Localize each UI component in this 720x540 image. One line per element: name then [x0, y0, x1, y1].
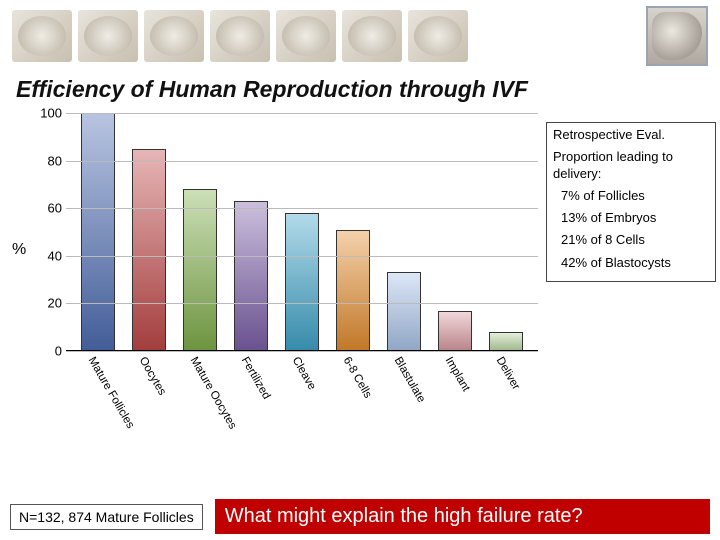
x-tick-label: Mature Oocytes — [187, 355, 238, 431]
sidebox-heading: Retrospective Eval. — [553, 127, 709, 143]
plot-area: Mature Follicles Oocytes Mature Oocytes Fer… — [66, 113, 538, 351]
embryo-stage-image — [144, 10, 204, 62]
embryo-stage-image — [342, 10, 402, 62]
sidebox-line: 13% of Embryos — [553, 210, 709, 226]
grid-line — [66, 351, 538, 352]
bar: Implant — [438, 311, 472, 351]
sidebox-subheading: Proportion leading to delivery: — [553, 149, 709, 182]
page-title: Efficiency of Human Reproduction through… — [0, 72, 720, 105]
embryo-stage-image — [78, 10, 138, 62]
footer: N=132, 874 Mature Follicles What might e… — [10, 499, 710, 534]
bar: Oocytes — [132, 149, 166, 351]
embryo-stage-image — [408, 10, 468, 62]
embryo-stage-image — [276, 10, 336, 62]
grid-line — [66, 113, 538, 114]
bar: Deliver — [489, 332, 523, 351]
embryo-stage-image — [12, 10, 72, 62]
sample-size-note: N=132, 874 Mature Follicles — [10, 504, 203, 530]
x-tick-label: Cleave — [290, 355, 318, 392]
question-callout: What might explain the high failure rate… — [215, 499, 710, 534]
retrospective-eval-box: Retrospective Eval. Proportion leading t… — [546, 122, 716, 282]
sidebox-line: 42% of Blastocysts — [553, 255, 709, 271]
bar: Blastulate — [387, 272, 421, 351]
header-images — [0, 0, 720, 72]
x-tick-label: Oocytes — [136, 355, 167, 398]
embryo-detail-image — [646, 6, 708, 66]
x-tick-label: Deliver — [494, 355, 522, 392]
grid-line — [66, 208, 538, 209]
x-tick-label: Fertilized — [238, 355, 272, 401]
sidebox-line: 21% of 8 Cells — [553, 232, 709, 248]
embryo-stage-image — [210, 10, 270, 62]
grid-line — [66, 256, 538, 257]
x-tick-label: Blastulate — [392, 355, 428, 405]
bars-container: Mature Follicles Oocytes Mature Oocytes Fer… — [66, 113, 538, 351]
y-tick-label: 20 — [32, 296, 62, 311]
grid-line — [66, 161, 538, 162]
y-tick-label: 0 — [32, 344, 62, 359]
x-tick-label: Implant — [443, 355, 472, 394]
bar: 6-8 Cells — [336, 230, 370, 351]
bar: Mature Follicles — [81, 113, 115, 351]
x-tick-label: Mature Follicles — [85, 355, 136, 431]
grid-line — [66, 303, 538, 304]
sidebox-line: 7% of Follicles — [553, 188, 709, 204]
bar: Mature Oocytes — [183, 189, 217, 351]
efficiency-bar-chart: % Mature FolliclesOocytesMature OocytesF… — [26, 105, 546, 395]
y-tick-label: 60 — [32, 201, 62, 216]
y-tick-label: 40 — [32, 248, 62, 263]
bar: Cleave — [285, 213, 319, 351]
x-tick-label: 6-8 Cells — [341, 355, 374, 400]
bar: Fertilized — [234, 201, 268, 351]
y-tick-label: 100 — [32, 106, 62, 121]
y-axis-label: % — [12, 241, 26, 259]
y-tick-label: 80 — [32, 153, 62, 168]
